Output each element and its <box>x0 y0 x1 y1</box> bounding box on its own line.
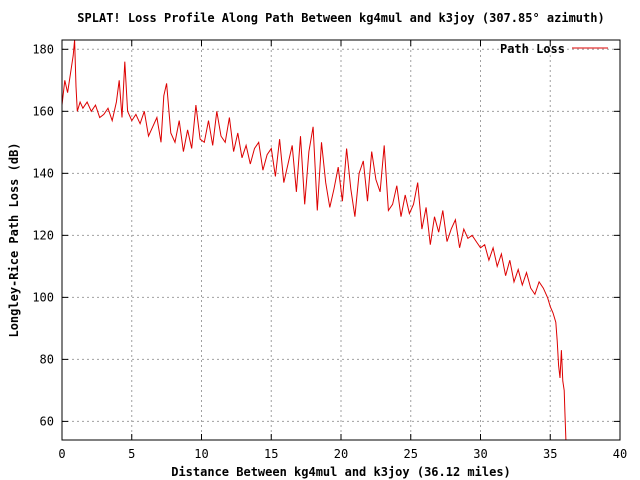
y-tick-label: 80 <box>40 352 54 366</box>
x-tick-label: 30 <box>473 447 487 461</box>
x-tick-label: 10 <box>194 447 208 461</box>
legend: Path Loss <box>500 42 608 56</box>
y-tick-label: 120 <box>32 228 54 242</box>
y-tick-label: 100 <box>32 290 54 304</box>
series-layer <box>61 39 567 441</box>
tick-marks <box>61 40 621 440</box>
x-tick-label: 40 <box>613 447 627 461</box>
y-tick-label: 60 <box>40 414 54 428</box>
x-axis-label: Distance Between kg4mul and k3joy (36.12… <box>171 465 511 479</box>
x-tick-label: 35 <box>543 447 557 461</box>
grid-lines <box>62 40 620 440</box>
x-tick-label: 5 <box>128 447 135 461</box>
legend-label-path-loss: Path Loss <box>500 42 565 56</box>
y-tick-label: 160 <box>32 104 54 118</box>
y-axis-label: Longley-Rice Path Loss (dB) <box>7 142 21 337</box>
y-tick-label: 180 <box>32 42 54 56</box>
x-tick-labels: 0 5 10 15 20 25 30 35 40 <box>58 447 627 461</box>
series-line-path-loss <box>61 39 567 441</box>
x-tick-label: 20 <box>334 447 348 461</box>
x-tick-label: 0 <box>58 447 65 461</box>
chart-title: SPLAT! Loss Profile Along Path Between k… <box>77 11 604 25</box>
y-tick-labels: 60 80 100 120 140 160 180 <box>32 42 54 428</box>
x-tick-label: 25 <box>404 447 418 461</box>
y-tick-label: 140 <box>32 166 54 180</box>
x-tick-label: 15 <box>264 447 278 461</box>
